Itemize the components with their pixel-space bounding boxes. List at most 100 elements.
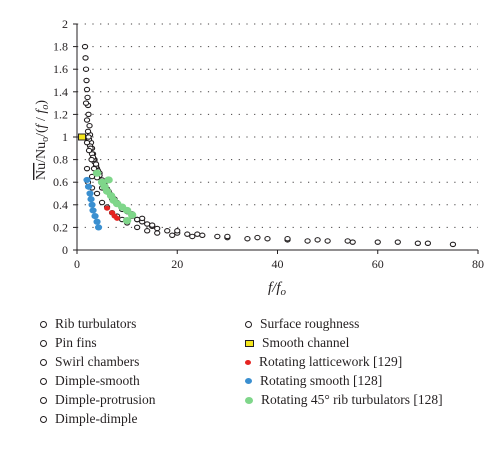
x-tick-label: 80 xyxy=(472,257,484,271)
data-point xyxy=(104,205,111,211)
data-point xyxy=(224,233,231,240)
data-point xyxy=(314,237,321,243)
legend-label: Rotating 45° rib turbulators [128] xyxy=(261,392,443,407)
x-axis-label: f/fo xyxy=(268,280,287,298)
data-point xyxy=(92,161,100,167)
data-point xyxy=(82,100,90,106)
y-axis-label: Nu/Nuo/(f / fo) xyxy=(34,100,51,180)
legend-label: Swirl chambers xyxy=(55,354,140,369)
yellow-square-marker-icon xyxy=(245,339,254,347)
grid-lines xyxy=(77,23,478,228)
open-circle-marker-icon xyxy=(40,358,47,366)
legend-label: Rib turbulators xyxy=(55,316,137,331)
data-point xyxy=(114,215,121,221)
data-point xyxy=(394,239,401,245)
y-ticks: 0 0.2 0.4 0.6 0.8 1 1.2 1.4 1.6 1.8 2 xyxy=(53,17,77,257)
data-point xyxy=(82,55,89,61)
y-tick-label: 0.4 xyxy=(53,198,68,212)
data-point xyxy=(83,139,91,146)
data-point xyxy=(154,230,161,236)
open-circle-marker-icon xyxy=(40,339,47,347)
data-point xyxy=(83,77,90,84)
data-point xyxy=(324,238,331,244)
data-point xyxy=(174,228,181,234)
data-point xyxy=(85,134,92,140)
open-circle-marker-icon xyxy=(40,320,47,328)
data-point xyxy=(414,240,421,246)
legend-item-dimple-dimple: Dimple-dimple xyxy=(40,411,137,427)
x-tick-label: 0 xyxy=(74,257,80,271)
data-point xyxy=(86,190,94,197)
data-point xyxy=(122,217,132,225)
data-point xyxy=(87,196,95,203)
data-point xyxy=(349,239,356,245)
legend-item-surface-roughness: Surface roughness xyxy=(245,316,359,332)
data-point xyxy=(84,183,93,190)
legend-label: Rotating latticework [129] xyxy=(259,354,403,369)
data-point xyxy=(83,165,91,172)
x-ticks: 0 20 40 60 80 xyxy=(74,250,484,271)
y-axis-label-text: Nu/Nuo/(f / fo) xyxy=(34,100,51,180)
legend-label: Smooth channel xyxy=(262,335,350,350)
data-point xyxy=(89,207,97,214)
data-point xyxy=(86,122,93,129)
x-axis-label-text: f/fo xyxy=(268,280,287,298)
data-point xyxy=(85,147,93,154)
data-point xyxy=(122,206,132,215)
data-point xyxy=(169,232,176,239)
y-tick-label: 1.6 xyxy=(53,62,68,76)
data-point xyxy=(133,216,141,223)
data-point xyxy=(164,228,171,234)
x-tick-label: 60 xyxy=(372,257,384,271)
data-point xyxy=(254,234,261,241)
legend-item-pin-fins: Pin fins xyxy=(40,335,97,351)
legend-label: Dimple-dimple xyxy=(55,411,138,426)
data-point xyxy=(344,238,351,244)
data-point xyxy=(214,233,221,240)
data-point xyxy=(92,169,102,177)
y-tick-label: 1.2 xyxy=(53,107,68,121)
data-point xyxy=(98,199,106,206)
data-point xyxy=(304,238,311,244)
data-point xyxy=(83,117,91,123)
data-point xyxy=(154,225,161,232)
data-point xyxy=(83,86,91,93)
data-point xyxy=(149,222,156,228)
legend-label: Rotating smooth [128] xyxy=(260,373,383,388)
y-tick-label: 1.4 xyxy=(53,85,68,99)
legend-item-rib-turbulators: Rib turbulators xyxy=(40,316,136,332)
data-point xyxy=(88,173,96,180)
data-point xyxy=(81,43,89,50)
data-point xyxy=(144,221,151,227)
data-point xyxy=(264,235,271,242)
data-point xyxy=(184,231,191,237)
data-point xyxy=(284,235,291,242)
scatter-chart: 0 20 40 60 80 0 0.2 0.4 0.6 0.8 1 1.2 1.4 1.6 1.8 2 Nu… xyxy=(34,17,484,298)
open-circle-marker-icon xyxy=(40,396,47,404)
y-tick-label: 0.8 xyxy=(53,153,68,167)
data-point xyxy=(94,224,103,231)
data-point xyxy=(244,235,251,242)
green-dot-marker-icon xyxy=(245,396,253,404)
data-points xyxy=(78,43,457,248)
legend-item-rotating-latticework: Rotating latticework [129] xyxy=(245,354,402,370)
legend-item-swirl-chambers: Swirl chambers xyxy=(40,354,139,370)
y-tick-label: 2 xyxy=(62,17,68,31)
legend-label: Dimple-protrusion xyxy=(55,392,156,407)
open-circle-marker-icon xyxy=(40,415,47,423)
data-point xyxy=(199,232,206,239)
open-circle-marker-icon xyxy=(40,377,47,385)
red-dot-marker-icon xyxy=(245,359,251,365)
blue-dot-marker-icon xyxy=(245,378,252,384)
y-tick-label: 1 xyxy=(62,130,68,144)
data-point xyxy=(93,218,101,225)
data-point xyxy=(424,240,432,246)
data-point xyxy=(88,201,96,208)
data-point xyxy=(83,176,91,184)
data-point xyxy=(78,133,87,141)
x-tick-label: 40 xyxy=(272,257,284,271)
data-point xyxy=(189,233,196,240)
data-point xyxy=(88,156,95,163)
open-circle-marker-icon xyxy=(245,320,252,328)
legend-item-rotating-45-rib: Rotating 45° rib turbulators [128] xyxy=(245,392,443,408)
